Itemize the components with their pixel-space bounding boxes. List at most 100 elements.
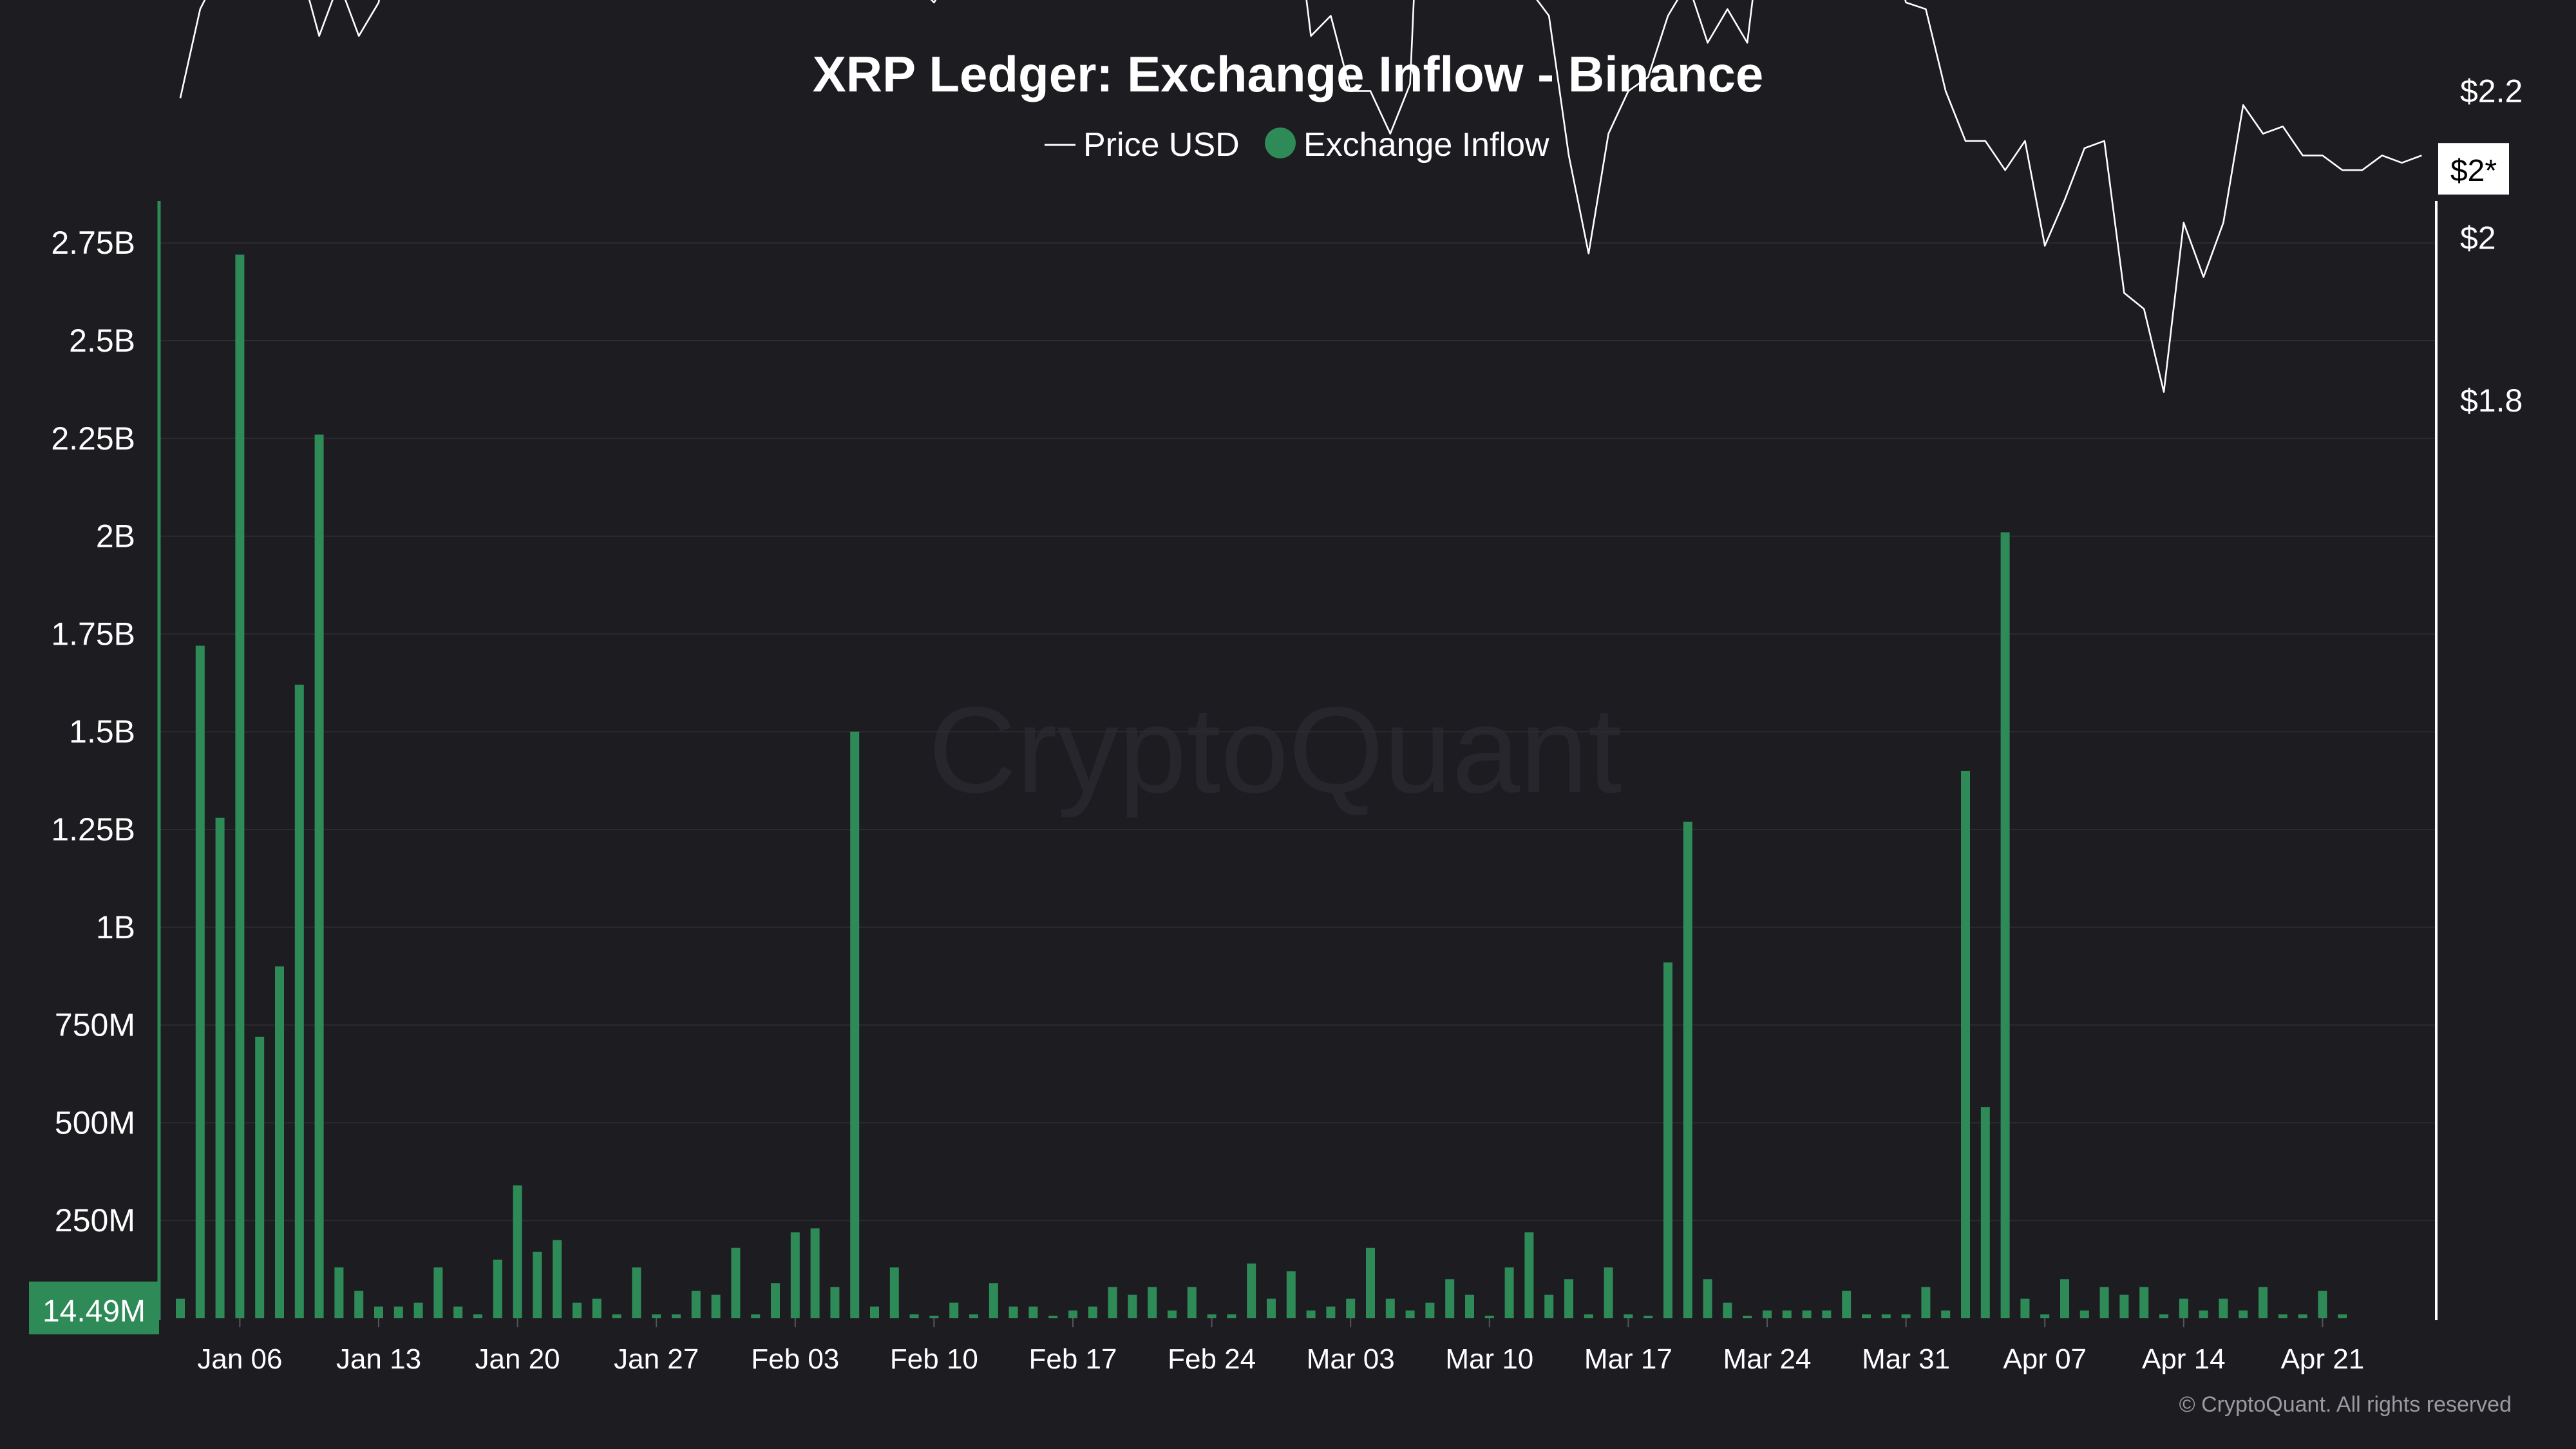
inflow-bar xyxy=(1743,1316,1752,1318)
left-tick-label: 2B xyxy=(96,518,135,554)
left-tick-label: 1.25B xyxy=(51,811,135,848)
left-axis-ticks: 250M 500M 750M 1B 1.25B 1.5B 1.75B 2B 2.25B 2.5B 2… xyxy=(51,225,135,1238)
inflow-bar xyxy=(1822,1310,1832,1318)
inflow-bar xyxy=(493,1259,502,1318)
x-tick-label: Feb 10 xyxy=(890,1343,978,1375)
inflow-bar xyxy=(1663,962,1672,1318)
legend: Price USD Exchange Inflow xyxy=(1045,126,1549,164)
left-tick-label: 2.25B xyxy=(51,421,135,457)
inflow-bar xyxy=(1425,1302,1435,1318)
left-tick-label: 1B xyxy=(96,909,135,945)
inflow-bar xyxy=(1207,1314,1217,1318)
x-tick-label: Feb 24 xyxy=(1168,1343,1256,1375)
inflow-bar xyxy=(1763,1310,1772,1318)
inflow-bar xyxy=(612,1314,621,1318)
x-tick-label: Jan 20 xyxy=(475,1343,560,1375)
right-tick-label: $2.2 xyxy=(2460,73,2523,109)
left-tick-label: 2.75B xyxy=(51,225,135,261)
x-tick-label: Mar 31 xyxy=(1862,1343,1950,1375)
inflow-bar xyxy=(830,1287,840,1318)
inflow-bar xyxy=(2159,1314,2168,1318)
current-inflow-badge: 14.49M xyxy=(29,1282,159,1334)
inflow-bar xyxy=(1961,770,1970,1318)
inflow-bar xyxy=(1168,1310,1177,1318)
inflow-bar xyxy=(652,1314,661,1318)
inflow-bar xyxy=(1980,1107,1990,1318)
x-tick-label: Jan 06 xyxy=(197,1343,282,1375)
inflow-bar xyxy=(771,1283,780,1318)
inflow-bar xyxy=(810,1228,820,1318)
x-tick-label: Jan 27 xyxy=(614,1343,699,1375)
inflow-bar xyxy=(1643,1316,1653,1318)
inflow-bar xyxy=(2219,1298,2228,1318)
inflow-bar xyxy=(850,732,860,1318)
inflow-bar xyxy=(1584,1314,1593,1318)
inflow-bar xyxy=(393,1306,403,1318)
inflow-bar xyxy=(1227,1314,1236,1318)
inflow-bar xyxy=(1366,1247,1375,1318)
x-tick-label: Apr 21 xyxy=(2281,1343,2365,1375)
inflow-bar xyxy=(433,1267,443,1318)
inflow-bar xyxy=(1465,1294,1474,1318)
current-price-badge-box xyxy=(2438,143,2509,195)
inflow-bar xyxy=(513,1185,522,1318)
inflow-bar xyxy=(275,966,284,1318)
x-tick-label: Mar 03 xyxy=(1307,1343,1395,1375)
inflow-bar xyxy=(1326,1306,1336,1318)
legend-inflow-label: Exchange Inflow xyxy=(1303,126,1549,164)
inflow-bar xyxy=(533,1251,542,1318)
inflow-bar xyxy=(1544,1294,1554,1318)
inflow-bar xyxy=(255,1036,265,1318)
x-tick-label: Apr 07 xyxy=(2003,1343,2087,1375)
x-axis-ticks: Jan 06 Jan 13 Jan 20 Jan 27 Feb 03 Feb 10 Feb … xyxy=(197,1318,2364,1375)
inflow-bar xyxy=(2060,1279,2069,1318)
x-tick-label: Mar 17 xyxy=(1584,1343,1672,1375)
inflow-bar xyxy=(2338,1314,2347,1318)
inflow-bar xyxy=(989,1283,998,1318)
inflow-bar xyxy=(573,1302,582,1318)
inflow-bar xyxy=(711,1294,721,1318)
inflow-bar xyxy=(1842,1291,1852,1318)
legend-price-label: Price USD xyxy=(1083,126,1240,164)
x-tick-label: Feb 03 xyxy=(751,1343,839,1375)
inflow-bar xyxy=(592,1298,601,1318)
inflow-bar xyxy=(2119,1294,2129,1318)
current-price-badge: $2* xyxy=(2438,143,2509,195)
x-tick-label: Mar 10 xyxy=(1445,1343,1533,1375)
left-tick-label: 1.5B xyxy=(69,714,135,750)
left-tick-label: 750M xyxy=(55,1007,135,1043)
inflow-bar xyxy=(1624,1314,1633,1318)
inflow-bar xyxy=(969,1314,978,1318)
inflow-bar xyxy=(334,1267,344,1318)
inflow-bar xyxy=(2298,1314,2307,1318)
inflow-bar xyxy=(2199,1310,2208,1318)
inflow-bar xyxy=(453,1306,463,1318)
inflow-bar xyxy=(1286,1271,1296,1318)
inflow-bar xyxy=(1247,1263,1256,1318)
inflow-bar xyxy=(751,1314,761,1318)
gridlines xyxy=(159,242,2436,1222)
inflow-bar xyxy=(1267,1298,1276,1318)
price-line-group xyxy=(179,0,2422,393)
current-inflow-badge-box xyxy=(29,1282,159,1334)
inflow-bar xyxy=(195,645,205,1319)
inflow-bar xyxy=(2239,1310,2248,1318)
inflow-bar xyxy=(2079,1310,2089,1318)
inflow-bar xyxy=(2040,1314,2050,1318)
inflow-bar xyxy=(2278,1314,2287,1318)
inflow-bar xyxy=(2000,532,2010,1318)
inflow-bar xyxy=(354,1291,364,1318)
inflow-bar xyxy=(374,1306,383,1318)
inflow-bar xyxy=(1604,1267,1613,1318)
inflow-bar xyxy=(731,1247,741,1318)
inflow-bar xyxy=(1405,1310,1415,1318)
left-tick-label: 500M xyxy=(55,1104,135,1141)
inflow-bar xyxy=(1148,1287,1157,1318)
inflow-bar xyxy=(2318,1291,2327,1318)
inflow-bar xyxy=(1862,1314,1871,1318)
inflow-bar xyxy=(2099,1287,2109,1318)
inflow-bar xyxy=(1445,1279,1455,1318)
inflow-bar xyxy=(909,1314,919,1318)
inflow-bar xyxy=(632,1267,641,1318)
copyright: © CryptoQuant. All rights reserved xyxy=(2179,1392,2512,1417)
